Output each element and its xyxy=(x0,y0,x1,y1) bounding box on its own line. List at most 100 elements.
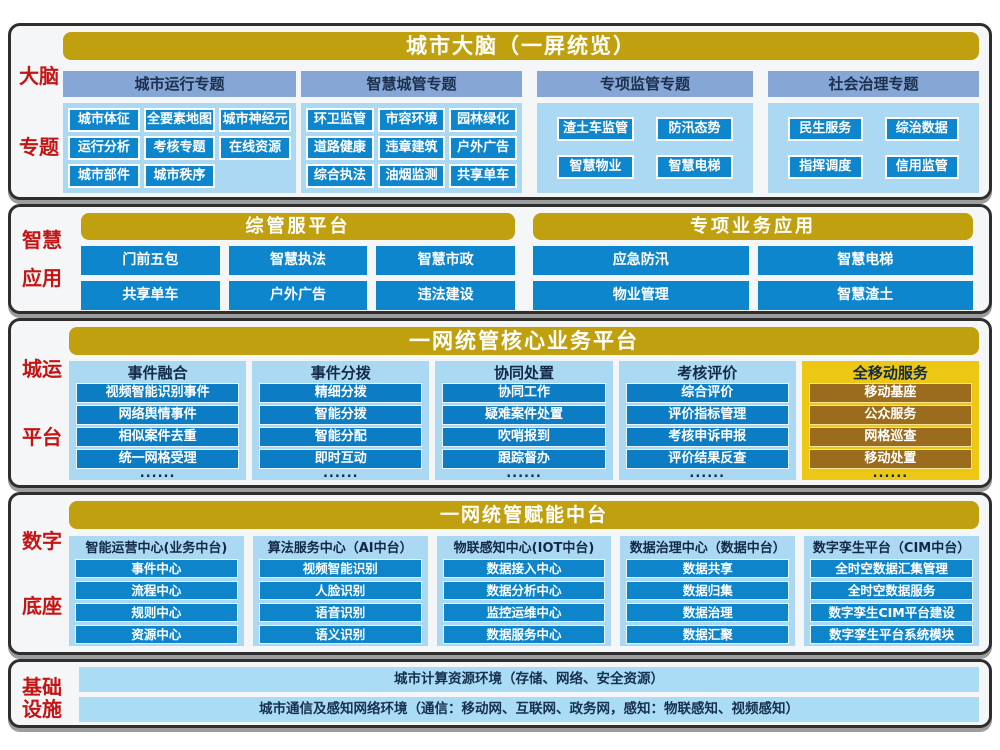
topic-item: 综治数据 xyxy=(884,116,959,141)
mid-item: 数据接入中心 xyxy=(442,559,606,578)
topic-group-title: 专项监管专题 xyxy=(537,71,753,97)
section-label-apps: 智慧 应用 xyxy=(11,207,67,311)
topic-item: 城市秩序 xyxy=(143,164,216,188)
topic-group-smart-city-mgmt: 智慧城管专题 环卫监管 市容环境 园林绿化 道路健康 违章建筑 户外广告 综合执法 油烟监测共… xyxy=(301,71,522,193)
core-item: 即时互动 xyxy=(259,449,423,469)
core-column-items: 视频智能识别事件 网络舆情事件 相似案件去重 统一网格受理 xyxy=(76,383,240,469)
mid-item: 数据归集 xyxy=(626,581,790,600)
section-label-line: 基础 xyxy=(22,675,62,699)
topic-item: 违章建筑 xyxy=(377,136,446,160)
core-item: 智能分配 xyxy=(259,427,423,447)
topic-item: 智慧物业 xyxy=(557,155,634,180)
section-label-line: 专题 xyxy=(19,135,59,160)
mid-item: 资源中心 xyxy=(75,625,238,644)
application-item: 智慧执法 xyxy=(228,246,368,275)
mid-item: 语音识别 xyxy=(258,603,422,622)
mid-item: 数字孪生CIM平台建设 xyxy=(810,603,973,622)
topic-item: 道路健康 xyxy=(306,136,374,160)
brain-groups-row: 城市运行专题 城市体征 全要素地图 城市神经元 运行分析 考核专题 在线资源 城市部件 城市秩… xyxy=(63,71,979,193)
core-item: 统一网格受理 xyxy=(76,449,240,469)
topic-group-special-supervision: 专项监管专题 渣土车监管 防汛态势 智慧物业 智慧电梯 xyxy=(537,71,753,193)
topic-item: 全要素地图 xyxy=(143,108,216,132)
section-label-digital-base: 数字 底座 xyxy=(11,495,67,652)
section-label-line: 应用 xyxy=(22,266,62,290)
topic-item: 在线资源 xyxy=(219,136,291,160)
application-item: 智慧电梯 xyxy=(757,246,973,275)
core-column-event-fusion: 事件融合 视频智能识别事件 网络舆情事件 相似案件去重 统一网格受理 ...... xyxy=(69,361,247,480)
core-item: 考核申诉申报 xyxy=(625,427,789,447)
mid-item: 规则中心 xyxy=(75,603,238,622)
section-label-line: 平台 xyxy=(22,425,62,449)
infra-network-environment: 城市通信及感知网络环境（通信：移动网、互联网、政务网，感知：物联感知、视频感知） xyxy=(79,697,979,722)
mid-column-business-center: 智能运营中心(业务中台) 事件中心 流程中心 规则中心 资源中心 xyxy=(69,536,244,646)
topic-item: 综合执法 xyxy=(306,164,374,188)
section-label-line: 底座 xyxy=(22,593,62,618)
topic-item: 城市部件 xyxy=(68,164,140,188)
mid-columns-row: 智能运营中心(业务中台) 事件中心 流程中心 规则中心 资源中心 算法服务中心（AI中… xyxy=(69,536,979,646)
section-label-line: 城运 xyxy=(22,357,62,381)
application-item: 户外广告 xyxy=(228,281,368,310)
mid-item: 全时空数据汇集管理 xyxy=(810,559,973,578)
infra-content: 城市计算资源环境（存储、网络、安全资源） 城市通信及感知网络环境（通信：移动网、… xyxy=(67,662,989,725)
topic-group-items: 城市体征 全要素地图 城市神经元 运行分析 考核专题 在线资源 城市部件 城市秩序 xyxy=(63,103,296,193)
mid-item: 流程中心 xyxy=(75,581,238,600)
mid-item: 数据汇聚 xyxy=(626,625,790,644)
section-city-brain: 大脑 专题 城市大脑（一屏统览） 城市运行专题 城市体征 全要素地图 城市神经元 运行… xyxy=(8,23,992,200)
section-label-line: 数字 xyxy=(22,529,62,554)
brain-content: 城市大脑（一屏统览） 城市运行专题 城市体征 全要素地图 城市神经元 运行分析 考核专题… xyxy=(61,26,989,197)
topic-item: 环卫监管 xyxy=(306,108,374,132)
mid-item: 监控运维中心 xyxy=(442,603,606,622)
topic-item: 城市神经元 xyxy=(219,108,291,132)
topic-group-title: 社会治理专题 xyxy=(768,71,979,97)
core-item: 评价指标管理 xyxy=(625,405,789,425)
topic-group-items: 民生服务 综治数据 指挥调度 信用监管 xyxy=(768,103,979,193)
core-item: 视频智能识别事件 xyxy=(76,383,240,403)
more-dots: ...... xyxy=(322,466,359,481)
topic-item: 信用监管 xyxy=(884,155,959,180)
mid-item: 数据分析中心 xyxy=(442,581,606,600)
core-column-title: 事件融合 xyxy=(127,364,188,382)
mid-platform-banner: 一网统管赋能中台 xyxy=(69,501,979,529)
topic-group-items: 渣土车监管 防汛态势 智慧物业 智慧电梯 xyxy=(537,103,753,193)
topic-item: 油烟监测 xyxy=(377,164,446,188)
mid-column-items: 数据接入中心 数据分析中心 监控运维中心 数据服务中心 xyxy=(442,559,606,644)
core-item: 精细分拨 xyxy=(259,383,423,403)
section-label-line: 智慧 xyxy=(22,228,62,252)
core-platform-banner: 一网统管核心业务平台 xyxy=(69,327,979,355)
application-item: 智慧渣土 xyxy=(757,281,973,310)
section-enabling-middle-platform: 数字 底座 一网统管赋能中台 智能运营中心(业务中台) 事件中心 流程中心 规则中心… xyxy=(8,492,992,655)
mid-column-items: 事件中心流程中心规则中心资源中心 xyxy=(75,559,238,644)
application-item: 智慧市政 xyxy=(376,246,515,275)
mid-item: 全时空数据服务 xyxy=(810,581,973,600)
mid-item: 视频智能识别 xyxy=(258,559,422,578)
apps-row: 综管服平台 门前五包 智慧执法 智慧市政 共享单车 户外广告 违法建设 专项业务应用 应急… xyxy=(69,213,979,310)
more-dots: ...... xyxy=(689,466,726,481)
core-column-collaborative-handling: 协同处置 协同工作 疑难案件处置 吹哨报到 跟踪督办 ...... xyxy=(435,361,613,481)
mid-column-title: 算法服务中心（AI中台） xyxy=(267,541,413,556)
core-column-full-mobile-service: 全移动服务 移动基座 公众服务 网格巡查 移动处置 ...... xyxy=(801,361,980,481)
core-item: 智能分拨 xyxy=(259,405,423,425)
section-label-brain: 大脑 专题 xyxy=(11,26,61,197)
core-item: 综合评价 xyxy=(625,383,789,403)
mid-content: 一网统管赋能中台 智能运营中心(业务中台) 事件中心 流程中心 规则中心 资源中心 算… xyxy=(67,495,989,652)
topic-item: 园林绿化 xyxy=(449,108,517,132)
topic-group-city-operation: 城市运行专题 城市体征 全要素地图 城市神经元 运行分析 考核专题 在线资源 城市部件 城市秩… xyxy=(63,71,296,193)
section-core-business-platform: 城运 平台 一网统管核心业务平台 事件融合 视频智能识别事件 网络舆情事件 相似案件… xyxy=(8,318,992,488)
section-infrastructure: 基础 设施 城市计算资源环境（存储、网络、安全资源） 城市通信及感知网络环境（通… xyxy=(8,659,992,728)
core-item: 网络舆情事件 xyxy=(76,405,240,425)
core-item: 相似案件去重 xyxy=(76,427,240,447)
platform-special-business: 专项业务应用 应急防汛 智慧电梯 物业管理 智慧渣土 xyxy=(533,213,973,310)
section-label-infrastructure: 基础 设施 xyxy=(11,662,67,725)
platform-banner: 综管服平台 xyxy=(81,213,515,240)
infra-computing-environment: 城市计算资源环境（存储、网络、安全资源） xyxy=(79,667,979,692)
more-dots: ...... xyxy=(506,466,542,481)
mid-column-ai-center: 算法服务中心（AI中台） 视频智能识别 人脸识别 语音识别 语义识别 xyxy=(252,536,428,646)
mid-item: 数据治理 xyxy=(626,603,790,622)
more-dots: ...... xyxy=(872,466,909,481)
core-item: 协同工作 xyxy=(442,383,606,403)
mid-column-title: 数据治理中心（数据中台） xyxy=(629,541,786,556)
core-column-items: 协同工作 疑难案件处置 吹哨报到 跟踪督办 xyxy=(442,383,606,469)
mid-item: 事件中心 xyxy=(75,559,238,578)
topic-item: 共享单车 xyxy=(449,164,517,188)
core-item: 移动处置 xyxy=(808,449,973,469)
